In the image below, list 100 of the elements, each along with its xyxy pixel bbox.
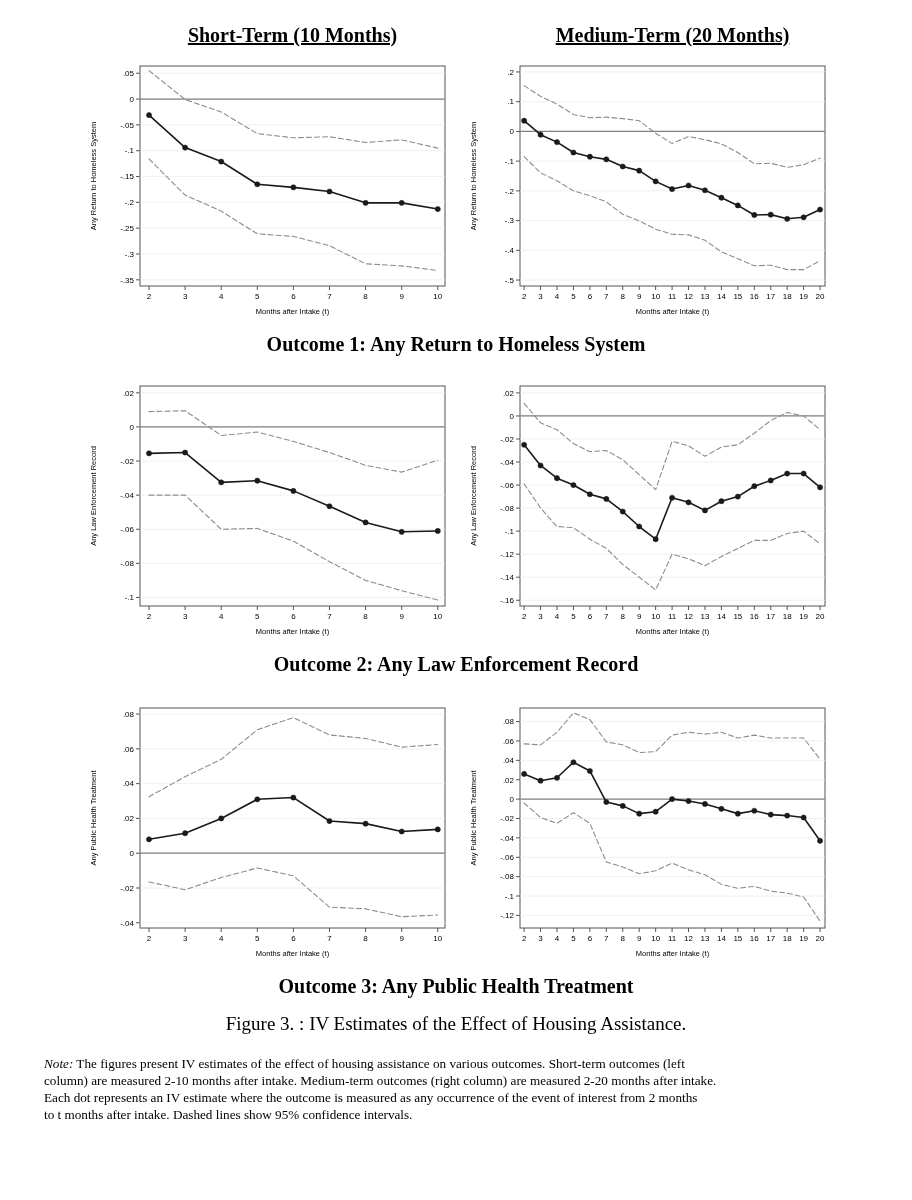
- x-tick-label: 11: [667, 292, 677, 301]
- x-tick-label: 5: [255, 292, 261, 301]
- y-tick-label: -.04: [500, 457, 515, 467]
- x-tick-label: 14: [716, 934, 727, 943]
- y-tick-label: .04: [502, 756, 515, 766]
- x-tick-label: 18: [782, 934, 793, 943]
- x-tick-label: 5: [255, 612, 261, 621]
- y-tick-label: 0: [129, 422, 135, 432]
- y-tick-label: -.12: [500, 911, 515, 921]
- y-tick-label: -.02: [120, 883, 135, 893]
- y-tick-label: -.14: [500, 573, 515, 582]
- y-tick-label: -.08: [500, 872, 515, 882]
- x-tick-label: 17: [766, 612, 776, 621]
- x-tick-label: 2: [146, 934, 152, 943]
- y-tick-label: -.1: [124, 146, 135, 156]
- x-tick-label: 10: [651, 292, 661, 301]
- x-tick-label: 4: [218, 934, 224, 943]
- x-tick-label: 18: [782, 292, 793, 301]
- x-tick-label: 9: [636, 934, 642, 943]
- y-tick-label: .06: [122, 744, 135, 754]
- x-tick-label: 4: [218, 612, 224, 621]
- y-tick-label: -.02: [500, 434, 515, 444]
- x-tick-label: 4: [554, 612, 560, 621]
- x-tick-label: 14: [716, 612, 727, 621]
- y-tick-label: 0: [509, 794, 515, 804]
- x-tick-label: 9: [399, 292, 405, 301]
- y-tick-label: 0: [509, 127, 515, 137]
- x-tick-label: 6: [587, 292, 593, 301]
- y-tick-label: 0: [509, 411, 515, 421]
- x-tick-label: 3: [182, 612, 188, 621]
- y-tick-label: .08: [502, 717, 515, 727]
- x-tick-label: 15: [733, 934, 743, 943]
- y-tick-label: -.04: [500, 833, 515, 843]
- y-tick-label: -.2: [504, 186, 515, 196]
- y-tick-label: 0: [129, 94, 135, 104]
- x-tick-label: 7: [604, 612, 610, 621]
- x-tick-label: 4: [554, 292, 560, 301]
- x-tick-label: 16: [749, 292, 760, 301]
- x-tick-label: 17: [766, 292, 776, 301]
- y-tick-label: .2: [507, 67, 515, 77]
- x-tick-label: 9: [399, 612, 405, 621]
- y-tick-label: -.08: [120, 559, 135, 569]
- chart-title: Short-Term (10 Months): [187, 24, 398, 47]
- y-tick-label: -.1: [504, 156, 515, 166]
- x-tick-label: 5: [255, 934, 261, 943]
- y-tick-label: -.25: [120, 223, 135, 233]
- x-tick-label: 20: [815, 612, 826, 621]
- x-tick-label: 20: [815, 292, 826, 301]
- y-tick-label: -.1: [504, 526, 515, 536]
- x-tick-label: 4: [554, 934, 560, 943]
- y-tick-label: .02: [122, 388, 135, 398]
- x-tick-label: 2: [146, 292, 152, 301]
- x-tick-label: 18: [782, 612, 793, 621]
- y-tick-label: -.15: [120, 172, 135, 182]
- x-tick-label: 8: [363, 612, 369, 621]
- text: Note: The figures present IV estimates of the effect of housing assistance on various outcomes. Short-term outcomes (left column) are measured 2-10 months after intake. Medium-term outcomes (right column) are measured 2-20 months after intake. Each dot represents an IV estimate where the outcome is measured as any occurrence of the event of interest from 2 months to t months after intake. Dashed lines show 95% confidence intervals.: [43, 1056, 717, 1122]
- x-tick-label: 3: [182, 292, 188, 301]
- x-tick-label: 8: [620, 612, 626, 621]
- x-tick-label: 10: [651, 612, 661, 621]
- y-tick-label: .08: [122, 709, 135, 719]
- x-tick-label: 17: [766, 934, 776, 943]
- y-tick-label: -.06: [120, 525, 135, 535]
- chart-title: Medium-Term (20 Months): [555, 24, 790, 47]
- x-tick-label: 5: [571, 934, 577, 943]
- y-tick-label: .02: [502, 775, 515, 785]
- x-tick-label: 11: [667, 934, 677, 943]
- x-tick-label: 19: [799, 612, 809, 621]
- x-tick-label: 12: [684, 292, 694, 301]
- x-tick-label: 9: [636, 612, 642, 621]
- y-tick-label: -.08: [500, 503, 515, 513]
- x-tick-label: 11: [667, 612, 677, 621]
- x-tick-label: 12: [684, 934, 694, 943]
- x-tick-label: 8: [363, 292, 369, 301]
- y-tick-label: -.04: [120, 490, 135, 500]
- x-tick-label: 7: [327, 612, 333, 621]
- x-tick-label: 7: [604, 934, 610, 943]
- x-tick-label: 2: [521, 612, 527, 621]
- x-tick-label: 13: [700, 934, 710, 943]
- x-tick-label: 2: [521, 292, 527, 301]
- y-tick-label: -.1: [124, 593, 135, 603]
- y-tick-label: -.12: [500, 549, 515, 559]
- x-tick-label: 5: [571, 292, 577, 301]
- x-tick-label: 6: [291, 934, 297, 943]
- x-tick-label: 6: [291, 292, 297, 301]
- x-tick-label: 15: [733, 612, 743, 621]
- x-tick-label: 13: [700, 612, 710, 621]
- text: Outcome 2: Any Law Enforcement Record: [273, 653, 639, 676]
- x-tick-label: 3: [538, 934, 544, 943]
- y-tick-label: -.02: [500, 814, 515, 824]
- y-tick-label: 0: [129, 849, 135, 859]
- y-tick-label: -.05: [120, 120, 135, 130]
- y-tick-label: -.4: [504, 246, 515, 256]
- text: Outcome 3: Any Public Health Treatment: [278, 975, 634, 998]
- x-tick-label: 8: [620, 934, 626, 943]
- x-tick-label: 5: [571, 612, 577, 621]
- x-tick-label: 10: [651, 934, 661, 943]
- y-tick-label: -.2: [124, 198, 135, 208]
- x-tick-label: 7: [327, 934, 333, 943]
- x-tick-label: 13: [700, 292, 710, 301]
- x-tick-label: 8: [363, 934, 369, 943]
